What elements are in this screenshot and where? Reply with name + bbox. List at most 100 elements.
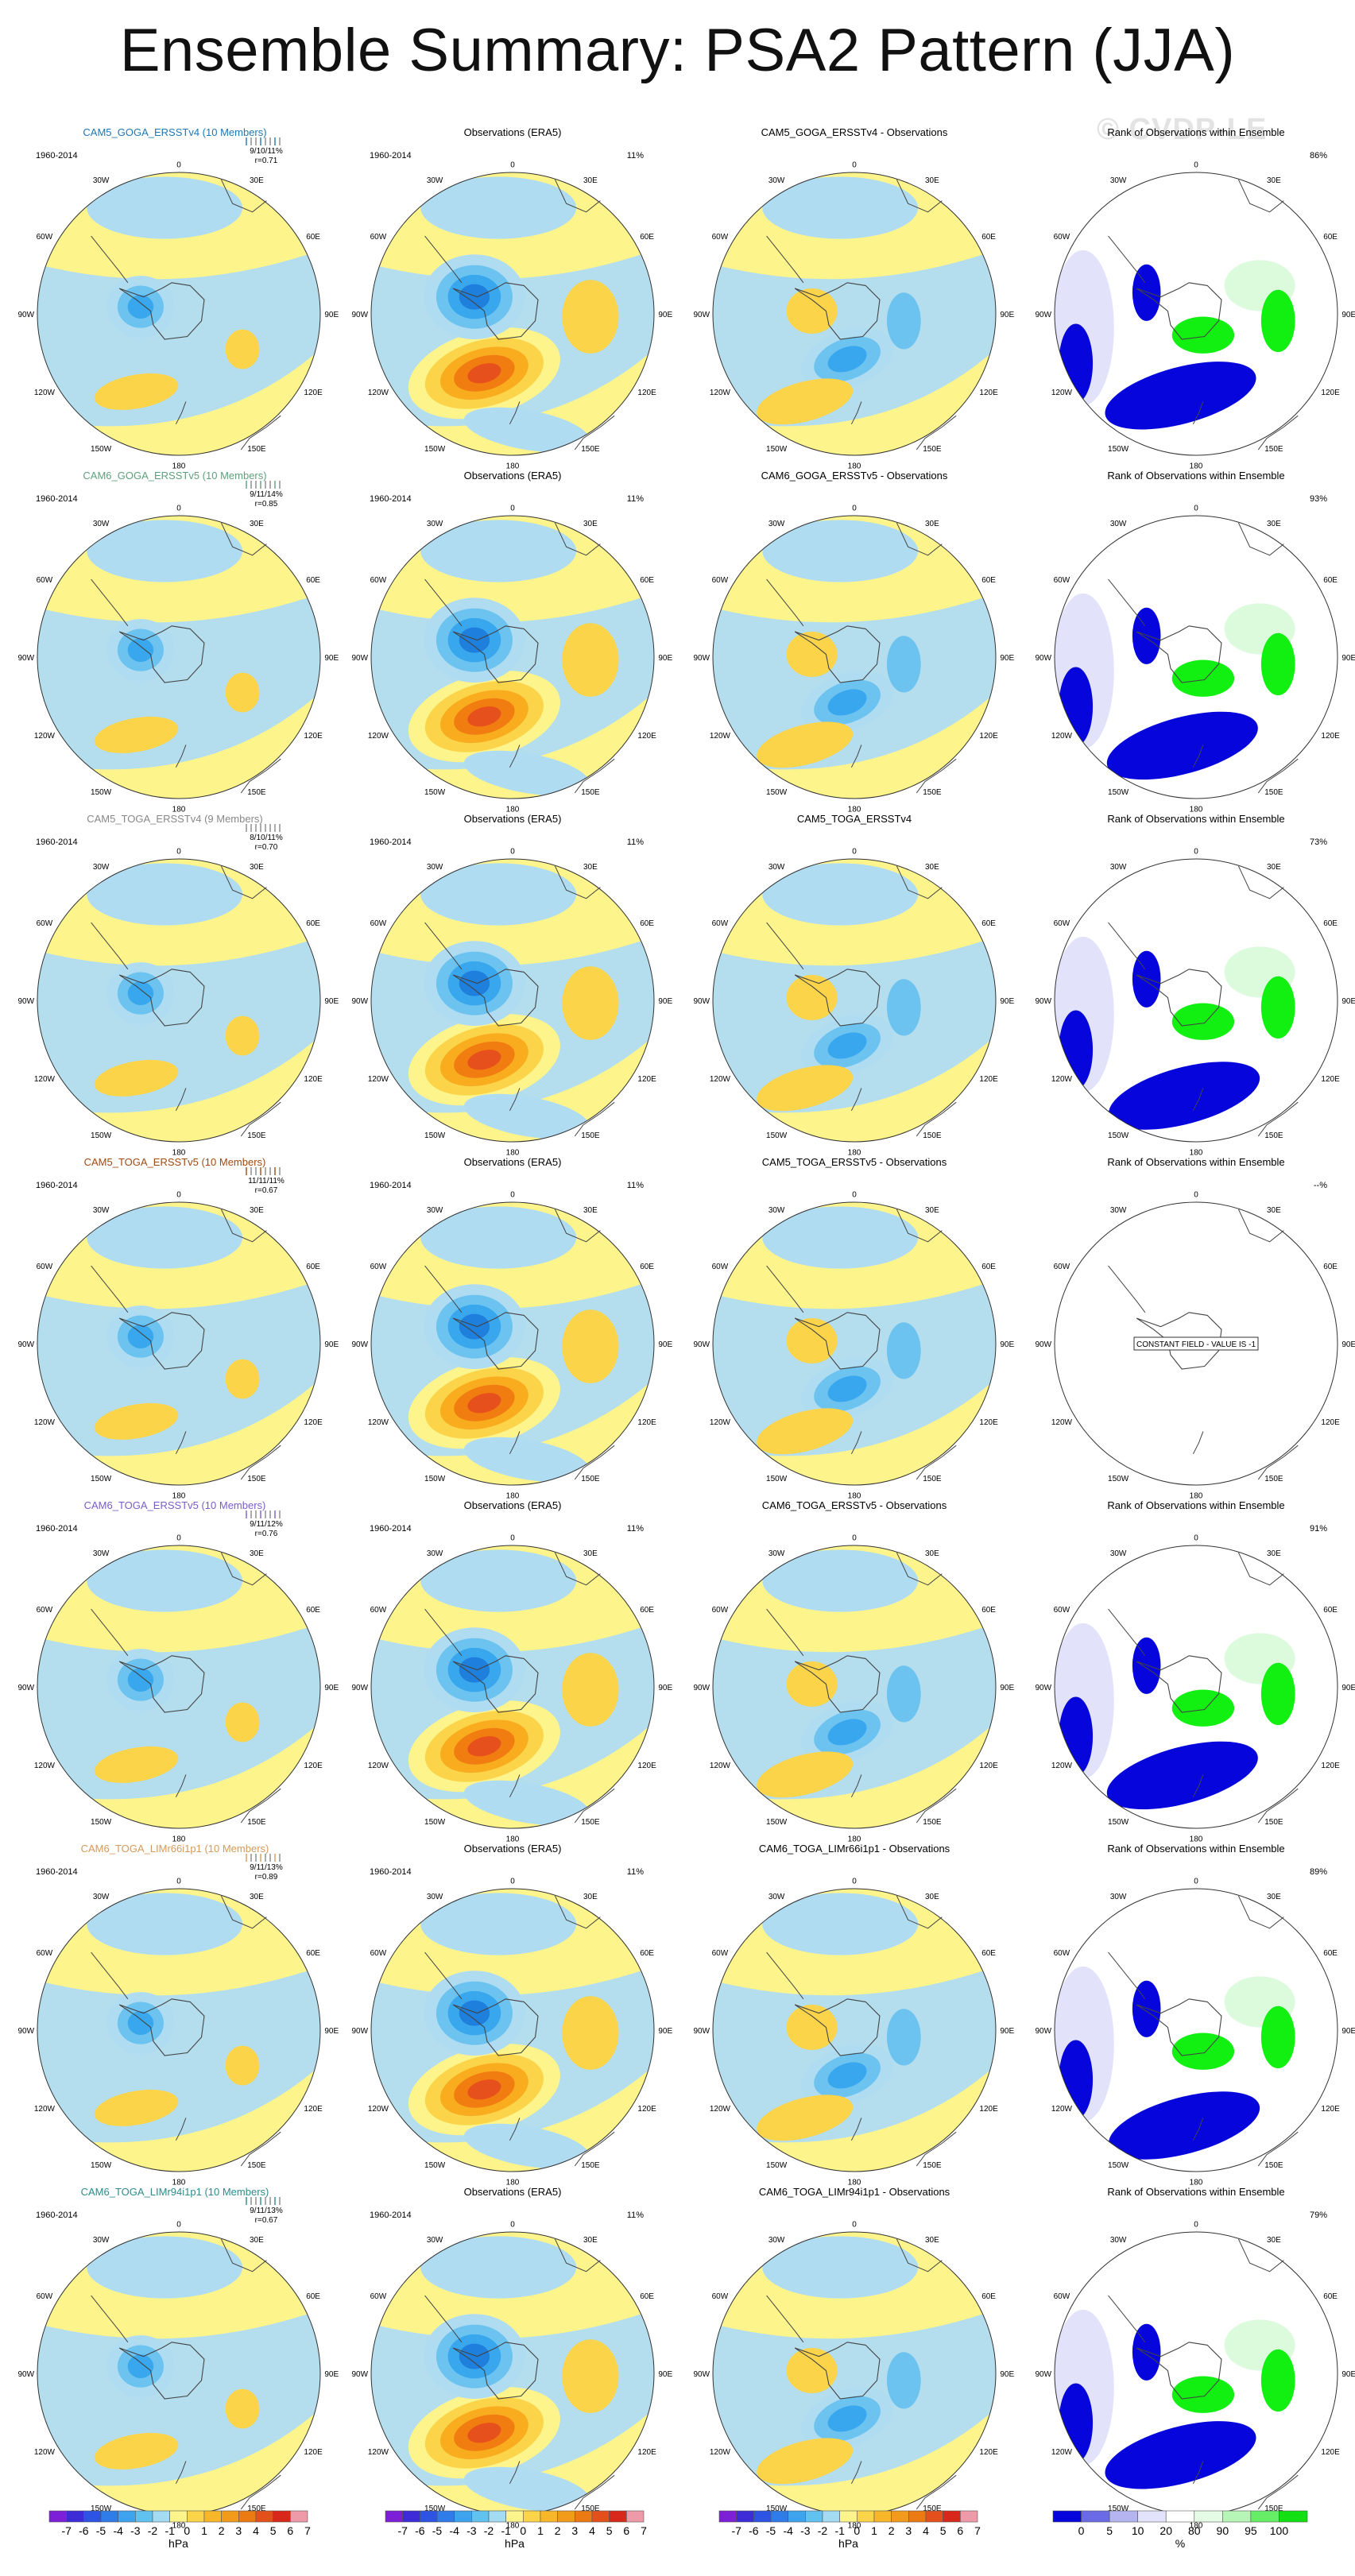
longitude-label: 60W (37, 1949, 53, 1958)
longitude-label: 150W (1108, 1131, 1129, 1140)
colorbar-tick-label: 1 (201, 2524, 207, 2537)
longitude-label: 150E (1264, 1818, 1283, 1827)
longitude-label: 150E (923, 1131, 942, 1140)
contour-region (127, 638, 154, 662)
contour-region (94, 373, 179, 410)
map-panel: 0 30E 60E 90E 120E 150E 180 150W 120W 90W 60W 30W (17, 504, 339, 814)
longitude-label: 60W (1054, 1606, 1070, 1615)
contour-region (459, 2000, 490, 2026)
contour-region (827, 1032, 867, 1059)
colorbar-swatch (1052, 2510, 1082, 2523)
longitude-label: 60W (370, 919, 387, 928)
contour-region (94, 1402, 179, 1440)
colorbar-tick-label: 4 (589, 2524, 595, 2537)
longitude-label: 90W (1035, 997, 1051, 1006)
colorbar-hpa-3: -7 -6 -5 -4 -3 -2 -1 0 1 2 3 4 5 6 7 hPa (718, 2510, 981, 2550)
map-field (37, 172, 320, 455)
map-field (371, 516, 654, 799)
contour-region (127, 2011, 154, 2035)
map-field (37, 859, 320, 1142)
longitude-label: 150E (247, 788, 266, 797)
map-border (712, 1888, 997, 2172)
longitude-label: 30E (1267, 863, 1281, 872)
contour-region (459, 1313, 490, 1340)
longitude-label: 180 (1190, 1491, 1203, 1500)
contour-region (786, 974, 838, 1020)
map-panel: 0 30E 60E 90E 120E 150E 180 150W 120W 90W 60W 30W (17, 2220, 339, 2530)
longitude-label: 30E (250, 863, 264, 872)
longitude-label: 30W (93, 176, 110, 185)
longitude-label: 60E (640, 1263, 654, 1271)
rank-region (1171, 659, 1235, 697)
longitude-label: 150W (424, 1131, 446, 1140)
longitude-label: 180 (848, 1835, 861, 1843)
new-zealand-outline (175, 2118, 187, 2141)
longitude-label: 90E (658, 654, 672, 663)
south-america-outline (91, 235, 129, 284)
watermark: © CVDP-LE (1097, 113, 1268, 146)
pattern-correlation-label: r=0.67 (255, 2216, 278, 2225)
colorbar-swatch (523, 2510, 541, 2523)
map-field (371, 1202, 654, 1485)
australia-outline (916, 2474, 957, 2510)
south-america-outline (1108, 1608, 1146, 1657)
map-field (37, 1202, 320, 1485)
africa-outline (220, 2238, 267, 2272)
colorbar-tick-label: 5 (1106, 2524, 1113, 2537)
longitude-label: 150W (91, 2504, 112, 2513)
longitude-label: 120E (979, 1075, 998, 1084)
map-panel: 0 30E 60E 90E 120E 150E 180 150W 120W 90W 60W 30W (17, 1877, 339, 2187)
longitude-label: 0 (1194, 504, 1198, 512)
colorbar-swatch (83, 2510, 102, 2523)
colorbar-tick-label: -5 (432, 2524, 443, 2537)
contour-region (37, 936, 320, 1113)
period-label: 1960-2014 (36, 1524, 78, 1534)
contour-region (463, 1437, 590, 1483)
longitude-label: 90W (17, 2027, 34, 2036)
longitude-label: 60W (712, 919, 729, 928)
longitude-label: 60E (640, 1606, 654, 1615)
contour-region (127, 1668, 154, 1692)
diff-title: CAM5_TOGA_ERSSTv5 - Observations (762, 1156, 947, 1168)
longitude-label: 120E (1321, 1762, 1340, 1770)
pattern-correlation-label: r=0.76 (255, 1530, 278, 1538)
longitude-label: 120E (637, 2448, 656, 2457)
colorbar-hpa-1: -7 -6 -5 -4 -3 -2 -1 0 1 2 3 4 5 6 7 hPa (48, 2510, 311, 2550)
obs-pct-label: 11% (627, 1181, 644, 1190)
longitude-label: 120E (1321, 1075, 1340, 1084)
period-label: 1960-2014 (370, 494, 412, 504)
rank-region (1109, 2091, 1260, 2160)
colorbar-swatch (66, 2510, 84, 2523)
colorbar-tick-label: -6 (749, 2524, 759, 2537)
longitude-label: 150E (247, 2504, 266, 2513)
colorbar-swatch (753, 2510, 772, 2523)
contour-region (225, 2045, 260, 2086)
contour-region (886, 1665, 921, 1723)
map-border (370, 858, 655, 1143)
longitude-label: 150W (424, 1475, 446, 1483)
pct-variance-label: 9/11/13% (250, 1863, 283, 1872)
map-panel: 0 30E 60E 90E 120E 150E 180 150W 120W 90W 60W 30W (351, 2220, 672, 2530)
map-border (712, 1545, 997, 1829)
longitude-label: 120W (710, 1418, 731, 1427)
colorbar-tick-label: 6 (957, 2524, 963, 2537)
longitude-label: 30W (768, 863, 785, 872)
longitude-label: 30W (93, 1206, 110, 1215)
longitude-label: 30E (1267, 2236, 1281, 2245)
colorbar-swatch (1137, 2510, 1167, 2523)
contour-region (467, 706, 501, 727)
longitude-label: 120W (710, 1762, 731, 1770)
longitude-label: 90W (17, 1684, 34, 1692)
pattern-correlation-label: r=0.89 (255, 1873, 278, 1882)
longitude-label: 180 (848, 2178, 861, 2187)
new-zealand-outline (175, 1774, 187, 1798)
longitude-label: 120W (1051, 389, 1073, 397)
rank-title: Rank of Observations within Ensemble (1107, 1156, 1284, 1168)
colorbar-tick-label: -7 (731, 2524, 741, 2537)
south-america-outline (1108, 922, 1146, 970)
australia-outline (1257, 415, 1299, 451)
colorbar-swatch (1081, 2510, 1110, 2523)
longitude-label: 60W (37, 233, 53, 242)
longitude-label: 60W (712, 2292, 729, 2301)
longitude-label: 30E (925, 2236, 939, 2245)
